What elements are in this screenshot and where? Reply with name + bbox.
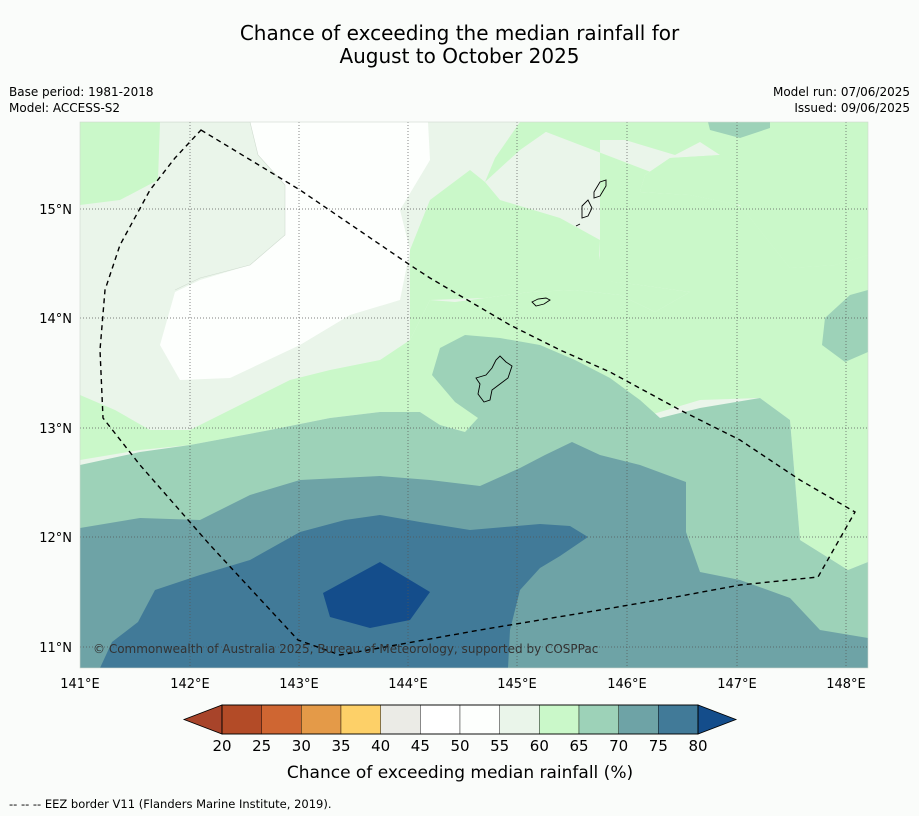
colorbar-segment [340,704,381,735]
lat-label: 11°N [39,641,72,656]
saipan-island [593,179,607,199]
colorbar-tick-label: 70 [609,737,628,755]
colorbar-segment [459,704,500,735]
contour-50-55 [160,122,430,380]
colorbar-segment [539,704,580,735]
islands [475,179,607,403]
model-name: Model: ACCESS-S2 [9,101,121,115]
eez-legend-note: -- -- -- EEZ border V11 (Flanders Marine… [9,797,332,811]
lon-label: 148°E [826,677,866,692]
title-line-2: August to October 2025 [339,44,580,68]
contour-65-70-ne [708,122,770,138]
colorbar-extend-low [182,704,223,735]
title-line-1: Chance of exceeding the median rainfall … [239,21,680,45]
colorbar: 20 25 30 35 40 45 50 55 60 65 70 75 80 [182,704,738,755]
contour-edge-50 [160,122,286,291]
copyright-text: © Commonwealth of Australia 2025, Bureau… [93,642,598,656]
colorbar-segment [301,704,342,735]
colorbar-tick-label: 20 [212,737,231,755]
lon-label: 142°E [170,677,210,692]
lon-label: 144°E [388,677,428,692]
lon-labels: 141°E 142°E 143°E 144°E 145°E 146°E 147°… [60,677,866,692]
colorbar-tick-label: 75 [649,737,668,755]
lon-label: 143°E [279,677,319,692]
colorbar-tick-label: 35 [331,737,350,755]
lat-label: 13°N [39,422,72,437]
colorbar-tick-label: 50 [450,737,469,755]
contour-60-65-c [410,170,690,340]
colorbar-segment [618,704,659,735]
lat-label: 15°N [39,203,72,218]
base-period: Base period: 1981-2018 [9,85,154,99]
guam-island [475,355,513,403]
colorbar-title: Chance of exceeding median rainfall (%) [287,763,633,783]
lat-label: 12°N [39,531,72,546]
colorbar-segment [578,704,619,735]
lat-label: 14°N [39,312,72,327]
colorbar-segment [658,704,699,735]
colorbar-segment [380,704,421,735]
map-frame [79,121,869,669]
model-run: Model run: 07/06/2025 [772,85,910,99]
lon-label: 141°E [60,677,100,692]
colorbar-tick-label: 65 [569,737,588,755]
colorbar-segment [499,704,540,735]
contour-fills: © Commonwealth of Australia 2025, Bureau… [80,122,868,668]
colorbar-frame [221,704,699,735]
colorbar-tick-label: 25 [252,737,271,755]
contour-60-65-n [485,122,868,268]
rota-island [531,297,551,307]
meta-right: Model run: 07/06/2025 Issued: 09/06/2025 [773,84,910,116]
colorbar-tick-label: 55 [490,737,509,755]
lat-labels: 15°N 14°N 13°N 12°N 11°N [39,203,72,656]
aguijan-island [575,223,581,227]
issued-date: Issued: 09/06/2025 [794,101,910,115]
contour-60-65-nw [80,122,160,205]
colorbar-segment [420,704,461,735]
colorbar-tick-label: 60 [530,737,549,755]
lon-label: 147°E [717,677,757,692]
contour-65-70-east [822,290,868,362]
lon-label: 145°E [497,677,537,692]
colorbar-extend-high [697,704,738,735]
colorbar-tick-label: 45 [411,737,430,755]
eez-border [99,129,856,656]
meta-left: Base period: 1981-2018 Model: ACCESS-S2 [9,84,154,116]
colorbar-tick-label: 40 [371,737,390,755]
colorbar-tick-label: 80 [688,737,707,755]
colorbar-segment [261,704,302,735]
graticule [80,122,868,668]
tinian-island [581,199,593,219]
colorbar-segment [221,704,262,735]
colorbar-tick-label: 30 [292,737,311,755]
contour-80-plus [323,562,430,628]
lon-label: 146°E [607,677,647,692]
map-title: Chance of exceeding the median rainfall … [0,22,919,68]
